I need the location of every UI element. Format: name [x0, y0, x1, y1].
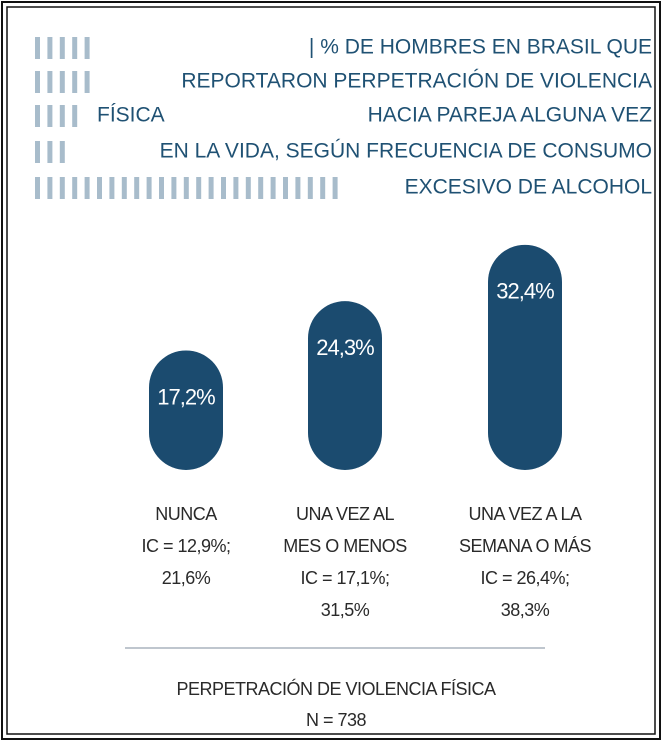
category-label: NUNCA	[155, 504, 217, 524]
stripe	[245, 177, 251, 199]
stripe	[59, 37, 65, 59]
stripe	[59, 71, 65, 93]
stripe	[258, 177, 264, 199]
title-line: FÍSICA	[97, 104, 165, 127]
stripe	[307, 177, 313, 199]
ci-label: IC = 26,4%;	[480, 568, 569, 588]
stripe	[72, 37, 78, 59]
stripe	[134, 177, 140, 199]
stripe	[84, 71, 90, 93]
stripe	[171, 177, 177, 199]
stripe	[196, 177, 202, 199]
stripe	[47, 37, 53, 59]
value-label: 24,3%	[316, 335, 374, 360]
ci-label: 21,6%	[162, 568, 211, 588]
category-label: UNA VEZ AL	[296, 504, 395, 524]
stripe	[59, 141, 65, 163]
ci-label: IC = 12,9%;	[141, 536, 230, 556]
ci-label: 38,3%	[501, 600, 550, 620]
stripe	[84, 177, 90, 199]
title-line: HACIA PAREJA ALGUNA VEZ	[368, 104, 653, 127]
stripe	[72, 71, 78, 93]
category-label: UNA VEZ A LA	[468, 504, 582, 524]
stripe	[295, 177, 301, 199]
stripe	[35, 141, 40, 163]
frame-inner	[6, 6, 656, 735]
stripe	[221, 177, 226, 199]
title-line: EN LA VIDA, SEGÚN FRECUENCIA DE CONSUMO	[160, 140, 652, 163]
stripe	[72, 105, 78, 127]
stripe	[183, 177, 189, 199]
stripe	[35, 177, 40, 199]
bar	[488, 244, 562, 470]
category-label: MES O MENOS	[283, 536, 407, 556]
stripe	[84, 37, 90, 59]
stripe	[283, 177, 288, 199]
stripe	[35, 37, 40, 59]
stripe	[47, 177, 53, 199]
bar	[149, 350, 223, 470]
stripe	[72, 177, 78, 199]
value-label: 17,2%	[157, 384, 215, 409]
title-line: | % DE HOMBRES EN BRASIL QUE	[309, 36, 652, 59]
footer-text: PERPETRACIÓN DE VIOLENCIA FÍSICA	[176, 678, 496, 699]
stripe	[270, 177, 276, 199]
stripe	[59, 105, 65, 127]
stripe	[35, 71, 40, 93]
stripe	[97, 177, 102, 199]
stripe	[47, 71, 53, 93]
ci-label: 31,5%	[321, 600, 370, 620]
stripe	[47, 141, 53, 163]
stripe	[146, 177, 152, 199]
bar	[308, 301, 382, 470]
stripe	[208, 177, 214, 199]
stripe	[320, 177, 326, 199]
title-line: EXCESIVO DE ALCOHOL	[405, 176, 652, 199]
stripe	[332, 177, 338, 199]
stripe	[35, 105, 40, 127]
footer-text: N = 738	[306, 710, 367, 730]
stripe	[121, 177, 127, 199]
stripe	[59, 177, 65, 199]
category-label: SEMANA O MÁS	[459, 536, 592, 556]
stripe	[159, 177, 164, 199]
ci-label: IC = 17,1%;	[300, 568, 389, 588]
stripe	[233, 177, 239, 199]
value-label: 32,4%	[496, 279, 554, 304]
stripe	[47, 105, 53, 127]
stripe	[109, 177, 115, 199]
title-line: REPORTARON PERPETRACIÓN DE VIOLENCIA	[181, 70, 652, 93]
